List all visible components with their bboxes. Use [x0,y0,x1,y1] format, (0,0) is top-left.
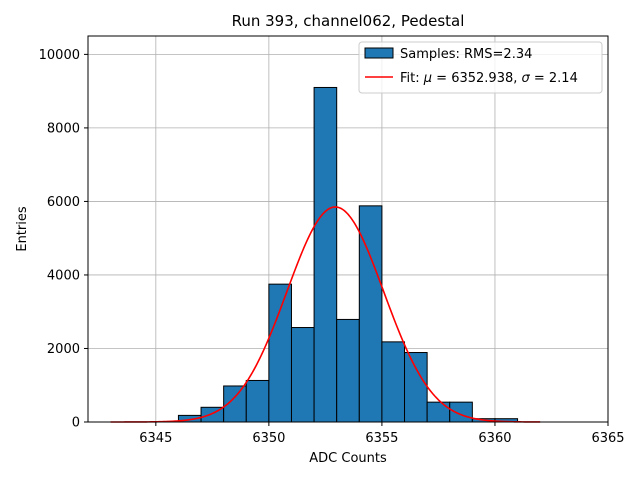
histogram-bar [245,379,270,423]
histogram-bar [404,352,428,423]
x-tick-label: 6365 [591,431,624,446]
legend-fit-sigma-value: = 2.14 [530,71,578,86]
legend-fit-mu-value: = 6352.938, [432,71,521,86]
y-tick-label: 6000 [47,195,80,210]
y-axis-ticks: 0 2000 4000 6000 8000 10000 [39,48,88,431]
y-tick-label: 2000 [47,342,80,357]
histogram-bars [177,86,519,423]
legend-fit-label: Fit: μ = 6352.938, σ = 2.14 [400,71,578,86]
chart-title: Run 393, channel062, Pedestal [232,12,465,30]
y-tick-label: 4000 [47,268,80,283]
histogram-bar [336,318,360,423]
histogram-bar [290,327,315,423]
y-tick-label: 10000 [39,48,80,63]
x-tick-label: 6350 [252,431,285,446]
histogram-bar [426,401,451,423]
y-tick-label: 8000 [47,121,80,136]
x-axis-ticks: 6345 6350 6355 6360 6365 [139,422,625,446]
x-axis-label: ADC Counts [309,451,387,466]
y-tick-label: 0 [72,416,80,431]
fit-curve [110,206,541,423]
y-axis-label: Entries [15,206,30,252]
legend-samples-label: Samples: RMS=2.34 [400,47,532,62]
gaussian-fit [110,206,541,423]
legend: Samples: RMS=2.34 Fit: μ = 6352.938, σ =… [358,41,603,94]
x-tick-label: 6360 [478,431,511,446]
legend-fit-prefix: Fit: [400,71,424,86]
histogram-bar [313,86,338,423]
plot-area-frame [87,35,609,423]
histogram-bar [381,341,406,423]
x-tick-label: 6345 [139,431,172,446]
legend-fit-sigma-symbol: σ [522,71,531,86]
legend-fit-mu-symbol: μ [423,71,432,86]
histogram-bar [268,283,292,423]
legend-box [358,41,603,94]
histogram-bar [449,401,473,423]
legend-samples-swatch [364,47,394,59]
x-tick-label: 6355 [365,431,398,446]
